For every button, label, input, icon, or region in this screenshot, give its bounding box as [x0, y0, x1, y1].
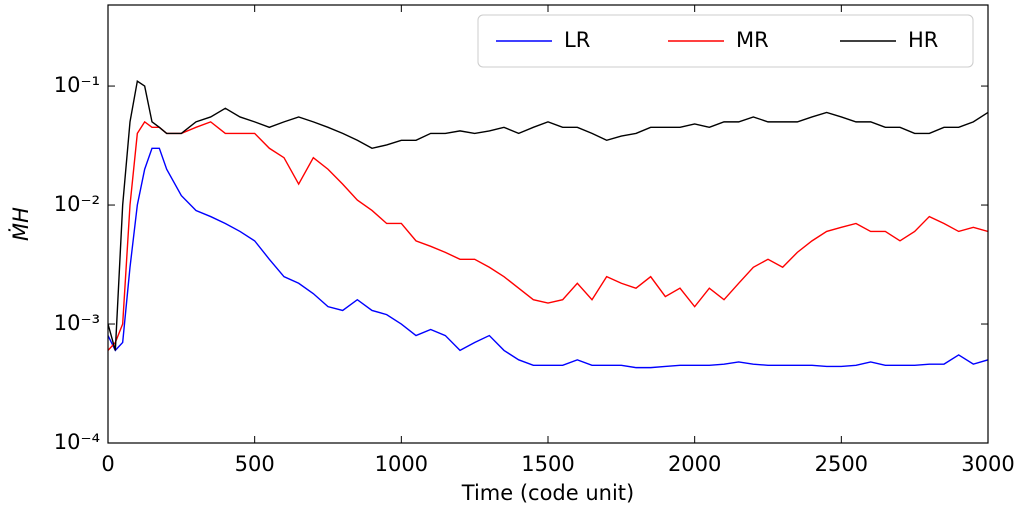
legend-box	[477, 14, 974, 68]
y-tick-label: 10⁻²	[54, 192, 100, 216]
legend-label: HR	[908, 28, 938, 52]
series-line	[108, 120, 988, 351]
y-tick-label: 10⁻¹	[54, 73, 100, 97]
plot	[108, 79, 988, 369]
legend-label: LR	[564, 28, 590, 52]
y-tick-label: 10⁻⁴	[54, 430, 100, 454]
x-tick-label: 2500	[815, 452, 868, 476]
x-tick-label: 1500	[521, 452, 574, 476]
x-tick-label: 500	[235, 452, 275, 476]
series-line	[108, 79, 988, 351]
series-line	[108, 147, 988, 369]
x-tick-label: 2000	[668, 452, 721, 476]
x-axis-label: Time (code unit)	[461, 481, 634, 505]
x-tick-label: 1000	[375, 452, 428, 476]
x-tick-label: 3000	[961, 452, 1014, 476]
y-axis-label: ṀH	[8, 207, 33, 241]
x-tick-label: 0	[101, 452, 114, 476]
legend-label: MR	[736, 28, 769, 52]
y-tick-label: 10⁻³	[54, 311, 100, 335]
